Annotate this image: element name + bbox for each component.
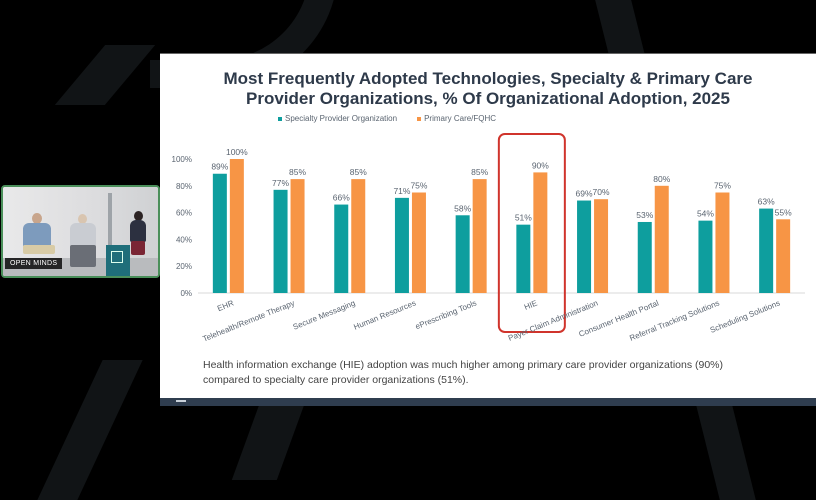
bar-primary (290, 179, 305, 293)
legend-item-specialty: Specialty Provider Organization (278, 114, 397, 123)
data-label: 58% (454, 203, 471, 213)
bar-specialty (273, 189, 288, 293)
presentation-slide: Most Frequently Adopted Technologies, Sp… (160, 53, 816, 406)
data-label: 70% (593, 187, 610, 197)
data-label: 53% (636, 210, 653, 220)
bar-primary (411, 192, 426, 293)
highlight-box (497, 133, 566, 333)
x-tick-label: ePrescribing Tools (414, 299, 478, 332)
y-tick-label: 80% (176, 182, 192, 191)
data-label: 85% (471, 167, 488, 177)
bar-chart: 0%20%40%60%80%100%89%100%EHR77%85%Telehe… (172, 133, 805, 344)
bar-specialty (577, 200, 592, 293)
legend-item-primary: Primary Care/FQHC (417, 114, 496, 123)
data-label: 100% (226, 147, 248, 157)
legend-label-primary: Primary Care/FQHC (424, 114, 497, 123)
chart-title-line-1: Most Frequently Adopted Technologies, Sp… (223, 69, 753, 88)
data-label: 71% (393, 186, 410, 196)
data-label: 69% (576, 189, 593, 199)
data-label: 51% (515, 213, 532, 223)
bar-primary (533, 172, 548, 293)
bar-specialty (759, 208, 774, 293)
bar-primary (776, 219, 791, 293)
x-tick-label: Scheduling Solutions (709, 299, 782, 335)
bar-specialty (334, 204, 349, 293)
x-tick-label: HIE (523, 299, 539, 312)
bar-primary (654, 185, 669, 293)
data-label: 75% (410, 181, 427, 191)
video-tile-label: OPEN MINDS (5, 258, 63, 269)
slide-caption: Health information exchange (HIE) adopti… (203, 358, 763, 388)
slide-footer-bar (160, 398, 816, 406)
data-label: 55% (775, 207, 792, 217)
data-label: 85% (289, 167, 306, 177)
video-door-frame (108, 193, 112, 263)
bar-primary (351, 179, 366, 293)
bar-specialty (212, 173, 227, 293)
data-label: 63% (758, 197, 775, 207)
x-tick-label: Secure Messaging (292, 299, 357, 332)
caption-line-1: Health information exchange (HIE) adopti… (203, 359, 724, 371)
footer-logo-mark (176, 400, 186, 402)
caption-line-2: compared to specialty care provider orga… (203, 374, 469, 386)
legend-swatch-specialty (278, 116, 282, 121)
chart-legend: Specialty Provider Organization Primary … (278, 114, 496, 123)
background-stroke-shape (54, 45, 156, 105)
podium-logo (111, 251, 123, 263)
bar-specialty (698, 220, 713, 293)
bar-specialty (637, 221, 652, 293)
data-label: 75% (714, 181, 731, 191)
podium (106, 245, 130, 276)
bar-primary (715, 192, 730, 293)
x-tick-label: EHR (216, 298, 235, 313)
data-label: 54% (697, 209, 714, 219)
bar-primary (229, 159, 244, 293)
data-label: 80% (653, 174, 670, 184)
speaker-video-tile[interactable]: OPEN MINDS (1, 185, 160, 278)
data-label: 85% (350, 167, 367, 177)
bar-specialty (394, 197, 409, 293)
data-label: 90% (532, 160, 549, 170)
chart-title: Most Frequently Adopted Technologies, Sp… (160, 69, 816, 109)
data-label: 66% (333, 193, 350, 203)
data-label: 89% (211, 162, 228, 172)
background-stroke-shape (37, 360, 143, 500)
y-tick-label: 60% (176, 209, 192, 218)
y-tick-label: 0% (180, 289, 192, 298)
y-tick-label: 100% (172, 155, 192, 164)
x-tick-label: Human Resources (352, 299, 417, 332)
bar-primary (594, 199, 609, 293)
chart-title-line-2: Provider Organizations, % Of Organizatio… (246, 89, 730, 108)
data-label: 77% (272, 178, 289, 188)
y-tick-label: 40% (176, 235, 192, 244)
legend-label-specialty: Specialty Provider Organization (285, 114, 398, 123)
bar-specialty (455, 215, 470, 293)
legend-swatch-primary (417, 116, 422, 121)
bar-specialty (516, 224, 531, 293)
y-tick-label: 20% (176, 262, 192, 271)
bar-primary (472, 179, 487, 293)
